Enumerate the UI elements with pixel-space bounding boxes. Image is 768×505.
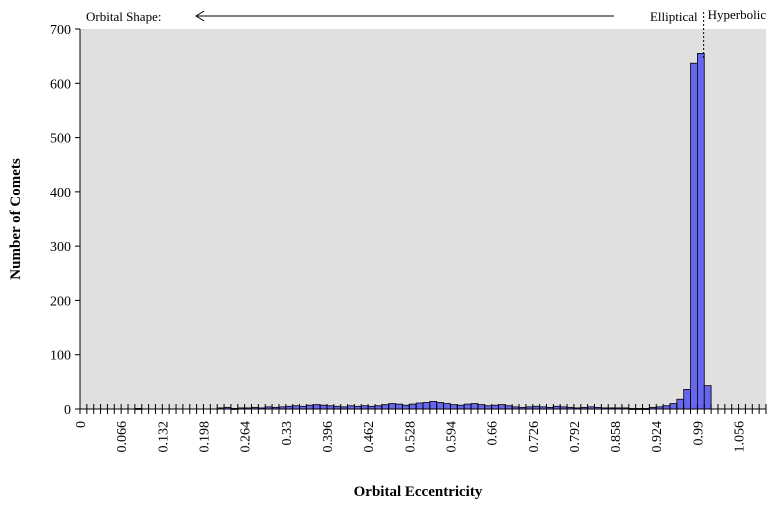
x-tick-label: 0.462: [362, 421, 377, 453]
bar: [395, 403, 403, 410]
x-tick-label: 0.99: [691, 421, 706, 446]
bar: [312, 404, 321, 410]
bar: [491, 404, 499, 410]
bar: [456, 404, 465, 410]
bar: [463, 403, 472, 410]
x-tick-label: 0.792: [568, 421, 583, 453]
bar: [703, 385, 712, 410]
x-tick-label: 0.726: [527, 421, 542, 453]
bar: [402, 404, 410, 410]
y-tick-label: 300: [50, 240, 71, 255]
bar: [498, 404, 506, 410]
x-axis-title: Orbital Eccentricity: [354, 484, 483, 500]
y-tick-label: 0: [64, 403, 71, 418]
bar: [408, 403, 417, 410]
x-tick-label: 0.66: [486, 421, 501, 446]
elliptical-arrow-head: [195, 10, 205, 22]
bar: [450, 404, 458, 410]
y-tick-label: 700: [50, 23, 71, 38]
bar: [477, 404, 486, 410]
bar: [422, 402, 431, 410]
y-tick-label: 200: [50, 294, 71, 309]
bar: [683, 389, 691, 410]
x-tick-label: 0.33: [280, 421, 295, 446]
bar: [436, 402, 444, 410]
y-axis-title: Number of Comets: [8, 158, 24, 280]
bar: [305, 404, 314, 410]
y-tick-label: 500: [50, 132, 71, 147]
bar: [676, 398, 685, 410]
x-tick-label: 0.264: [239, 421, 254, 453]
bar: [669, 403, 678, 410]
y-tick-label: 100: [50, 349, 71, 364]
bar: [697, 53, 705, 410]
elliptical-label: Elliptical: [650, 9, 698, 24]
bar: [690, 62, 698, 410]
orbital-shape-annotation: Orbital Shape: Elliptical Hyperbolic: [86, 7, 766, 60]
bar: [415, 402, 424, 410]
bar: [429, 400, 438, 410]
x-tick-label: 0.132: [156, 421, 171, 453]
x-tick-label: 0.858: [609, 421, 624, 453]
bar: [381, 404, 390, 410]
x-tick-label: 0.396: [321, 421, 336, 453]
hyperbolic-label: Hyperbolic: [708, 7, 767, 22]
plot-area: [80, 29, 766, 409]
x-tick-label: 1.056: [733, 421, 748, 453]
bar: [319, 404, 328, 410]
x-axis: 0 0.066 0.132 0.198 0.264 0.33 0.396 0.462 0.528…: [74, 404, 767, 453]
x-tick-label: 0.528: [403, 421, 418, 453]
bar: [388, 403, 396, 410]
y-tick-label: 600: [50, 77, 71, 92]
bar: [443, 403, 451, 410]
x-tick-label: 0.594: [444, 421, 459, 453]
x-tick-label: 0.066: [115, 421, 130, 453]
orbital-shape-label: Orbital Shape:: [86, 9, 161, 24]
x-tick-label: 0.198: [198, 421, 213, 453]
bar: [470, 403, 479, 410]
y-axis-ticks: 0 100 200 300 400 500 600 700: [50, 23, 80, 418]
y-tick-label: 400: [50, 186, 71, 201]
x-tick-label: 0.924: [650, 421, 665, 453]
x-tick-label: 0: [74, 421, 89, 428]
